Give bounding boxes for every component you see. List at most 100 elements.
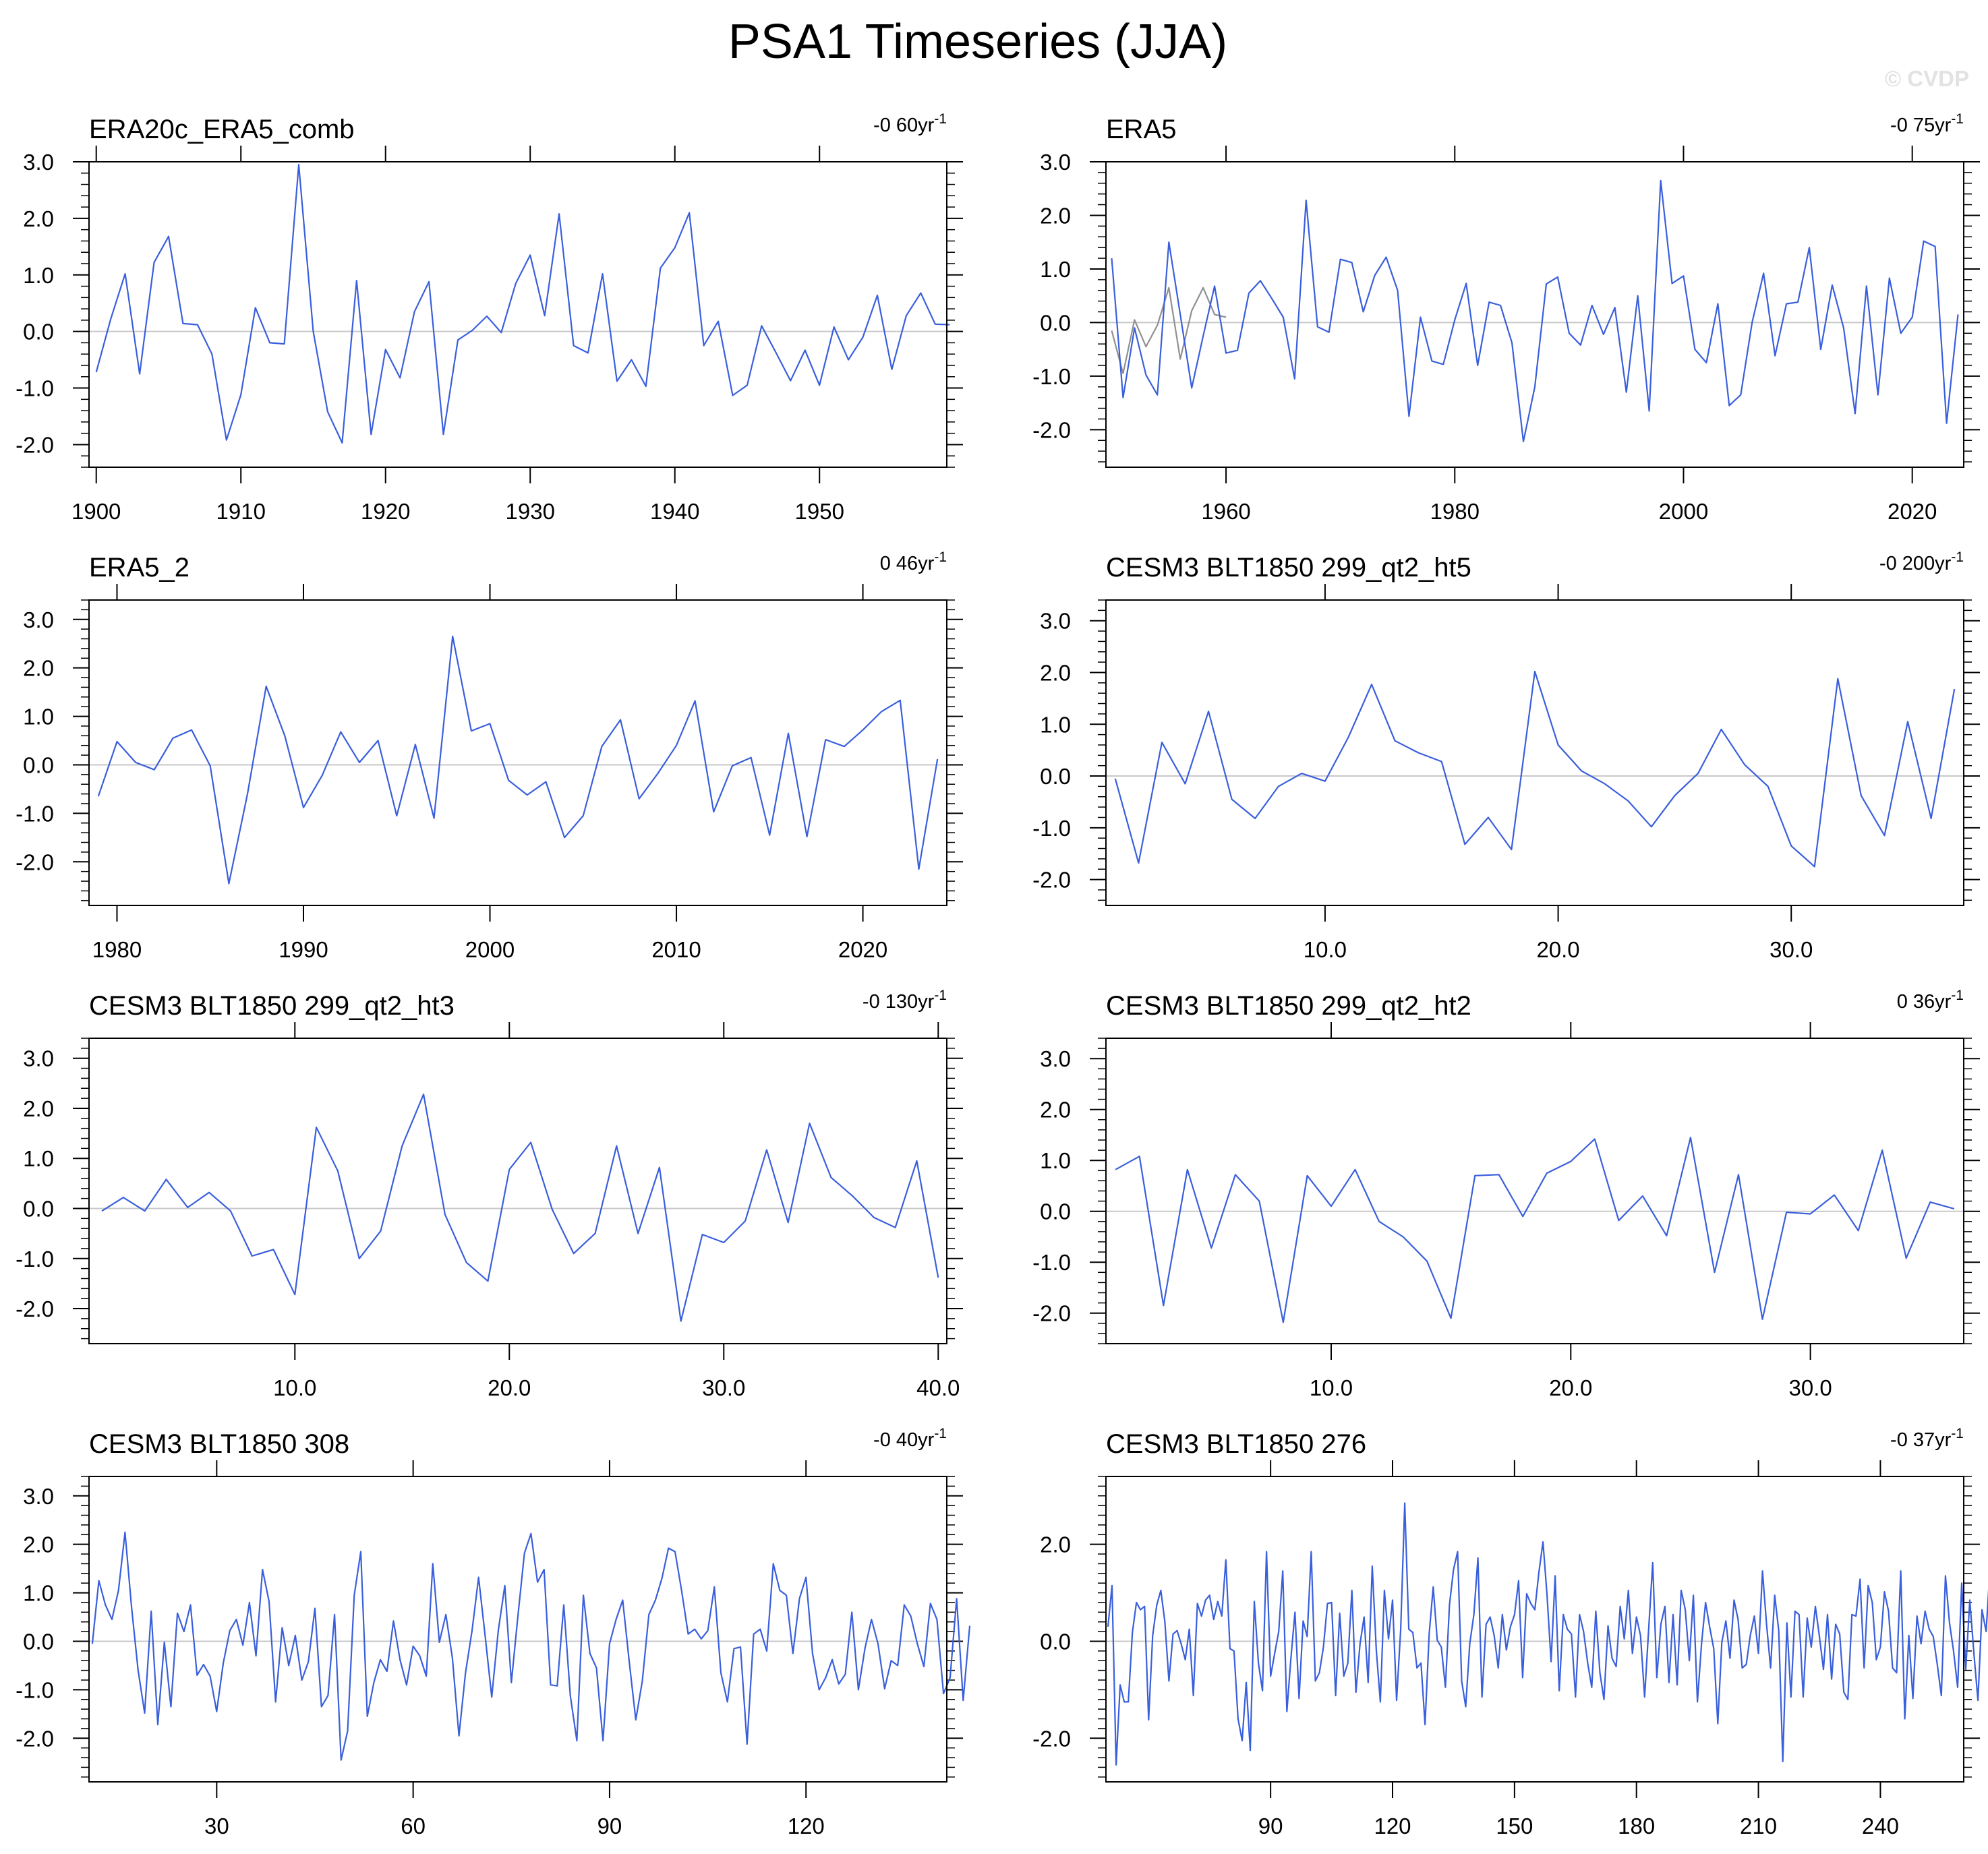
panel-1: ERA20c_ERA5_comb -0 60yr-1 -2.0 -1.0 0.0 1.0 2… (16, 111, 963, 524)
y-tick-label: 2.0 (23, 1096, 54, 1121)
panel-4: CESM3 BLT1850 299_qt2_ht5 -0 200yr-1 -2.0 -… (1032, 549, 1980, 962)
trend-label: -0 37yr-1 (1890, 1426, 1964, 1451)
y-tick-label: 2.0 (1040, 203, 1071, 228)
y-tick-label: 1.0 (23, 1146, 54, 1171)
trend-exponent: -1 (1951, 1426, 1964, 1441)
trend-label: -0 60yr-1 (873, 111, 947, 136)
trend-exponent: -1 (1951, 111, 1964, 127)
x-tick-label: 1960 (1201, 499, 1250, 524)
y-tick-label: 1.0 (23, 263, 54, 288)
trend-exponent: -1 (934, 111, 947, 127)
plot-frame (1105, 161, 1964, 468)
trend-exponent: -1 (1951, 988, 1964, 1003)
plot-frame (88, 599, 947, 906)
series-line-psa1 (1115, 1137, 1955, 1323)
x-tick-label: 90 (597, 1814, 622, 1838)
x-tick-label: 120 (1374, 1814, 1411, 1838)
panels: ERA20c_ERA5_comb -0 60yr-1 -2.0 -1.0 0.0 1.0 2… (16, 111, 1988, 1838)
panel-5: CESM3 BLT1850 299_qt2_ht3 -0 130yr-1 -2.0 -… (16, 988, 963, 1400)
x-tick-label: 1920 (361, 499, 410, 524)
trend-exponent: -1 (1951, 549, 1964, 565)
y-tick-label: -2.0 (1032, 1726, 1071, 1751)
trend-value: 0 46yr (880, 553, 935, 574)
y-tick-label: 3.0 (1040, 1046, 1071, 1071)
x-tick-label: 1940 (650, 499, 699, 524)
x-tick-label: 1950 (795, 499, 844, 524)
y-tick-label: -1.0 (1032, 364, 1071, 389)
figure-title: PSA1 Timeseries (JJA) (728, 15, 1227, 69)
y-tick-label: -1.0 (1032, 816, 1071, 841)
trend-value: 0 36yr (1897, 991, 1952, 1013)
x-tick-label: 20.0 (1549, 1375, 1592, 1400)
y-tick-label: -2.0 (16, 432, 54, 457)
x-tick-label: 120 (788, 1814, 825, 1838)
y-tick-label: 0.0 (23, 320, 54, 345)
panel-title: CESM3 BLT1850 299_qt2_ht3 (89, 991, 455, 1021)
x-tick-label: 2000 (465, 937, 515, 962)
x-tick-label: 2020 (838, 937, 887, 962)
x-tick-label: 30.0 (702, 1375, 745, 1400)
x-tick-label: 1930 (506, 499, 555, 524)
x-tick-label: 1980 (1430, 499, 1480, 524)
x-tick-label: 150 (1496, 1814, 1533, 1838)
trend-label: -0 200yr-1 (1879, 549, 1964, 574)
y-tick-label: -1.0 (16, 1247, 54, 1272)
y-tick-label: 0.0 (1040, 310, 1071, 335)
x-tick-label: 20.0 (1536, 937, 1579, 962)
y-tick-label: 2.0 (1040, 660, 1071, 685)
panel-7: CESM3 BLT1850 308 -0 40yr-1 -2.0 -1.0 0.0 1.0… (16, 1426, 971, 1838)
x-tick-label: 180 (1618, 1814, 1655, 1838)
trend-value: -0 200yr (1879, 553, 1952, 574)
y-tick-label: 1.0 (1040, 257, 1071, 282)
panel-title: ERA5_2 (89, 553, 189, 582)
series-line-psa1 (1111, 179, 1959, 443)
panel-title: ERA5 (1106, 115, 1177, 144)
y-tick-label: -2.0 (16, 849, 54, 874)
trend-value: -0 130yr (863, 991, 935, 1013)
panel-title: CESM3 BLT1850 299_qt2_ht2 (1106, 991, 1471, 1021)
x-tick-label: 10.0 (1310, 1375, 1353, 1400)
y-tick-label: 0.0 (23, 1196, 54, 1221)
panel-6: CESM3 BLT1850 299_qt2_ht2 0 36yr-1 -2.0 -1.… (1032, 988, 1980, 1400)
series-line-psa1 (1114, 670, 1956, 868)
series-line-psa1 (91, 1531, 971, 1761)
x-tick-label: 210 (1740, 1814, 1777, 1838)
x-tick-label: 1900 (71, 499, 121, 524)
trend-label: 0 46yr-1 (880, 549, 947, 574)
y-tick-label: -1.0 (1032, 1250, 1071, 1275)
x-tick-label: 1910 (216, 499, 266, 524)
y-tick-label: 0.0 (1040, 764, 1071, 789)
panel-2: ERA5 -0 75yr-1 -2.0 -1.0 0.0 1.0 2.0 3.0 1960 198… (1032, 111, 1980, 524)
y-tick-label: 3.0 (1040, 150, 1071, 175)
panel-title: ERA20c_ERA5_comb (89, 115, 355, 144)
y-tick-label: 3.0 (23, 150, 54, 175)
series-line-psa1 (1107, 1502, 1988, 1766)
y-tick-label: 0.0 (1040, 1199, 1071, 1224)
y-tick-label: 3.0 (23, 1484, 54, 1509)
trend-exponent: -1 (934, 1426, 947, 1441)
series-line-psa1 (97, 635, 939, 885)
y-tick-label: 3.0 (23, 1046, 54, 1071)
x-tick-label: 60 (401, 1814, 426, 1838)
trend-label: 0 36yr-1 (1897, 988, 1964, 1013)
y-tick-label: 1.0 (23, 1581, 54, 1606)
trend-label: -0 130yr-1 (863, 988, 947, 1013)
y-tick-label: 3.0 (23, 607, 54, 632)
trend-value: -0 37yr (1890, 1429, 1952, 1451)
series-line-psa1 (95, 164, 950, 444)
plot-frame (1105, 599, 1964, 906)
trend-exponent: -1 (934, 549, 947, 565)
trend-exponent: -1 (934, 988, 947, 1003)
plot-frame (1105, 1476, 1964, 1783)
panel-title: CESM3 BLT1850 299_qt2_ht5 (1106, 553, 1471, 582)
panel-title: CESM3 BLT1850 308 (89, 1429, 349, 1459)
plot-frame (88, 161, 947, 468)
x-tick-label: 1990 (279, 937, 328, 962)
y-tick-label: -1.0 (16, 376, 54, 401)
series-line-gray (1111, 287, 1227, 375)
y-tick-label: 2.0 (1040, 1532, 1071, 1557)
x-tick-label: 1980 (92, 937, 142, 962)
trend-value: -0 40yr (873, 1429, 935, 1451)
panel-3: ERA5_2 0 46yr-1 -2.0 -1.0 0.0 1.0 2.0 3.0 1980 19… (16, 549, 963, 962)
